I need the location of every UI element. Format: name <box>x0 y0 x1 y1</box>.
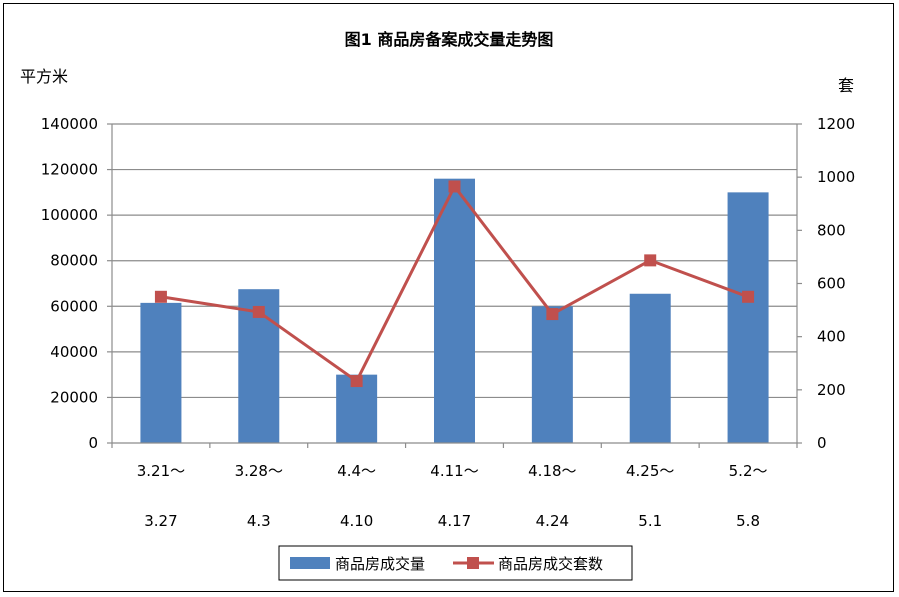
legend-bar-swatch <box>290 557 330 569</box>
y-right-tick-label: 600 <box>817 275 846 293</box>
y-right-tick-label: 400 <box>817 328 846 346</box>
y-right-ticks: 0 200 400 600 800 1000 1200 <box>817 115 855 452</box>
line-marker <box>448 180 461 193</box>
y-left-tick-label: 80000 <box>50 252 98 270</box>
y-right-unit-label: 套 <box>838 76 854 95</box>
y-right-tick-label: 800 <box>817 221 846 239</box>
line-marker <box>252 305 265 318</box>
y-left-tick-label: 100000 <box>41 206 98 224</box>
y-left-unit-label: 平方米 <box>20 67 68 86</box>
bar <box>727 192 769 443</box>
y-left-ticks: 0 20000 40000 60000 80000 100000 120000 140000 <box>41 115 98 452</box>
x-tick-label: 3.21～ <box>137 462 185 480</box>
legend-marker-swatch <box>467 557 479 569</box>
line-marker <box>546 308 559 321</box>
x-tick-label: 4.18～ <box>528 462 576 480</box>
y-right-tick-label: 1200 <box>817 115 855 133</box>
x-tick-labels: 3.21～ 3.27 3.28～ 4.3 4.4～ 4.10 4.11～ 4.17 4.18～ 4… <box>137 462 768 530</box>
legend-label-volume: 商品房成交量 <box>335 555 425 573</box>
y-right-tick-label: 1000 <box>817 168 855 186</box>
x-tick-label: 4.3 <box>247 512 271 530</box>
bar <box>140 302 182 443</box>
x-tick-label: 4.25～ <box>626 462 674 480</box>
x-tick-label: 5.8 <box>736 512 760 530</box>
y-left-tick-label: 0 <box>88 434 98 452</box>
legend: 商品房成交量 商品房成交套数 <box>278 545 633 581</box>
y-right-tick-label: 0 <box>817 434 827 452</box>
x-tick-label: 4.11～ <box>430 462 478 480</box>
y-left-tick-label: 20000 <box>50 388 98 406</box>
x-tick-label: 4.4～ <box>337 462 376 480</box>
bar <box>434 178 475 443</box>
x-tick-label: 3.28～ <box>235 462 283 480</box>
chart-title: 图1 商品房备案成交量走势图 <box>345 30 554 49</box>
y-left-tick-label: 120000 <box>41 161 98 179</box>
axes <box>107 123 802 448</box>
y-left-tick-label: 140000 <box>41 115 98 133</box>
x-tick-label: 5.1 <box>638 512 662 530</box>
line-marker <box>154 290 167 303</box>
bar-series <box>140 178 769 443</box>
y-left-tick-label: 60000 <box>50 297 98 315</box>
x-tick-label: 5.2～ <box>729 462 768 480</box>
line-marker <box>644 254 657 267</box>
line-marker <box>350 375 363 388</box>
x-tick-label: 4.24 <box>536 512 569 530</box>
bar <box>531 306 573 443</box>
x-tick-label: 3.27 <box>144 512 177 530</box>
x-tick-label: 4.10 <box>340 512 373 530</box>
y-left-tick-label: 40000 <box>50 343 98 361</box>
y-right-tick-label: 200 <box>817 381 846 399</box>
legend-label-units: 商品房成交套数 <box>498 555 603 573</box>
line-series <box>154 180 755 388</box>
line-marker <box>742 290 755 303</box>
x-tick-label: 4.17 <box>438 512 471 530</box>
bar <box>629 293 671 443</box>
